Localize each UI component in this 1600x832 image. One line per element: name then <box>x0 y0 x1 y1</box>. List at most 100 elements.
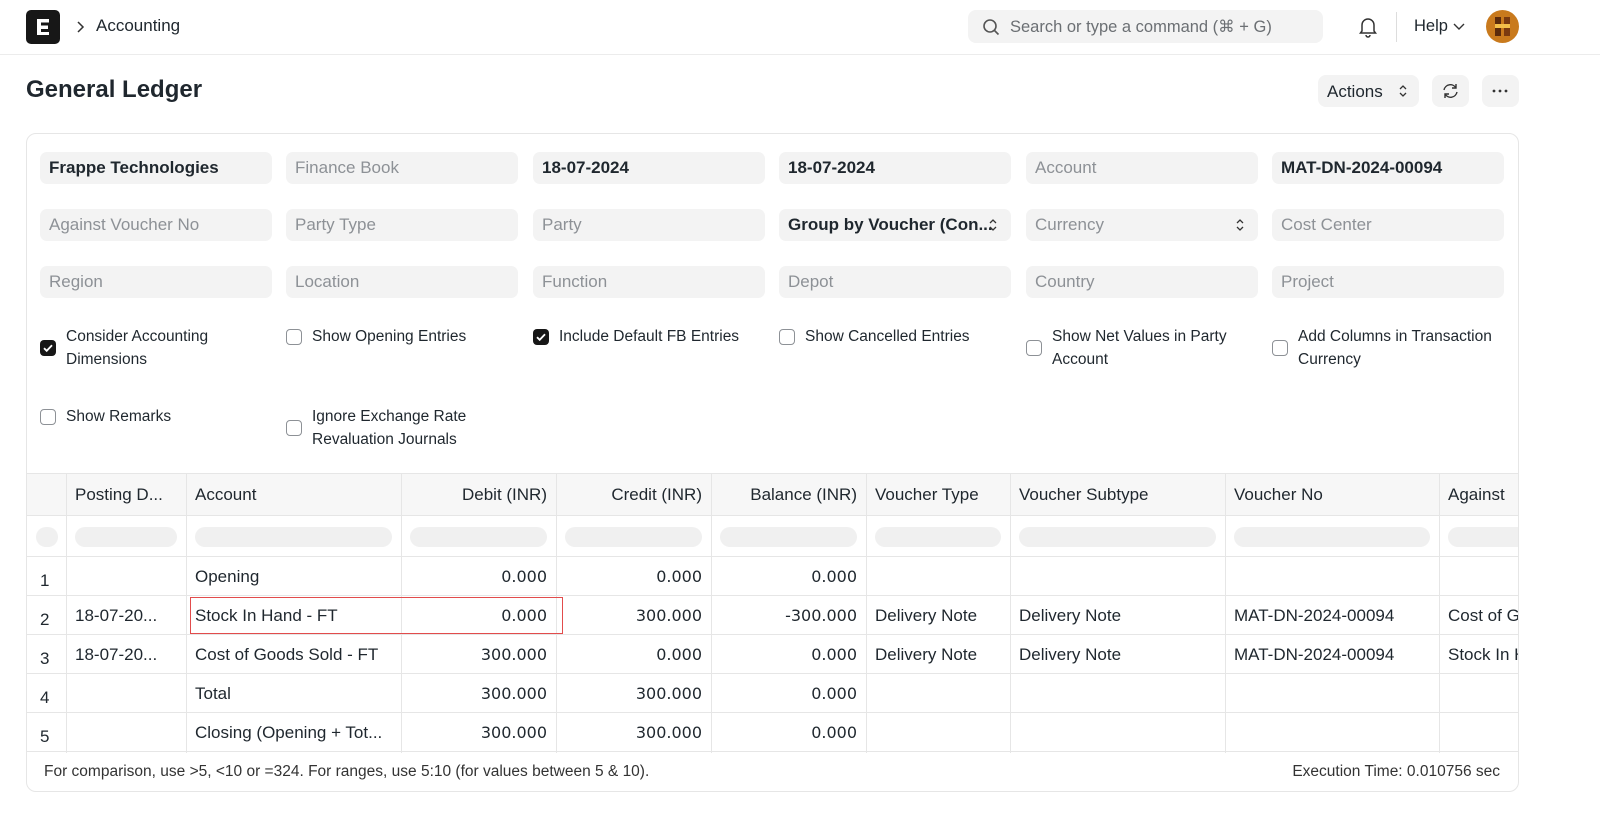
table-cell[interactable]: MAT-DN-2024-00094 <box>1234 645 1395 664</box>
actions-button[interactable] <box>1318 75 1419 107</box>
filter-input[interactable]: Currency <box>1026 209 1258 241</box>
filter-row <box>27 516 1518 557</box>
column-header[interactable]: Balance (INR) <box>750 485 857 504</box>
table-cell[interactable]: 300.000 <box>635 723 702 742</box>
table-cell[interactable]: Cost of Goods Sold - FT <box>195 645 379 664</box>
footer-hint: For comparison, use >5, <10 or =324. For… <box>44 763 650 780</box>
filter-input[interactable]: Party Type <box>286 209 518 241</box>
filter-input[interactable]: Project <box>1272 266 1504 298</box>
checkbox-label[interactable]: Show Remarks <box>66 408 172 425</box>
checkbox[interactable] <box>779 328 795 345</box>
filter-input[interactable]: Depot <box>779 266 1011 298</box>
help-menu[interactable]: Help <box>1414 17 1448 35</box>
table-cell[interactable]: Delivery Note <box>1019 606 1122 625</box>
checkbox-label[interactable]: Ignore Exchange Rate Revaluation Journal… <box>312 408 467 448</box>
checkbox-label[interactable]: Show Cancelled Entries <box>805 328 970 345</box>
filter-input[interactable]: Region <box>40 266 272 298</box>
column-header[interactable]: Debit (INR) <box>461 485 547 504</box>
filter-input[interactable]: Finance Book <box>286 152 518 184</box>
table-cell[interactable]: Closing (Opening + Tot... <box>195 723 383 742</box>
filter-input[interactable]: Function <box>533 266 765 298</box>
filter-input[interactable]: 18-07-2024 <box>779 152 1011 184</box>
checkbox[interactable] <box>40 408 56 425</box>
column-filter[interactable] <box>565 527 702 547</box>
page-title: General Ledger <box>26 76 203 103</box>
filter-input[interactable]: Account <box>1026 152 1258 184</box>
breadcrumb[interactable]: Accounting <box>96 16 181 35</box>
table-cell[interactable]: 0.000 <box>656 645 702 664</box>
table-header <box>27 473 1518 516</box>
row-number: 3 <box>40 649 50 668</box>
filter-input[interactable]: Frappe Technologies <box>40 152 272 184</box>
column-divider <box>401 473 402 753</box>
filter-input[interactable]: Against Voucher No <box>40 209 272 241</box>
table-cell[interactable]: 0.000 <box>811 684 857 703</box>
filter-input[interactable]: Cost Center <box>1272 209 1504 241</box>
table-cell[interactable]: Cost of Goods Sold - FT <box>1448 606 1518 625</box>
checkbox-label[interactable]: Show Opening Entries <box>312 328 467 345</box>
table-cell[interactable]: MAT-DN-2024-00094 <box>1234 606 1395 625</box>
column-filter[interactable] <box>720 527 857 547</box>
table-cell[interactable]: 300.000 <box>635 684 702 703</box>
table-cell[interactable]: 300.000 <box>480 684 547 703</box>
avatar[interactable] <box>1486 10 1519 43</box>
checkbox[interactable] <box>40 340 56 356</box>
column-divider <box>556 473 557 753</box>
notification-bell[interactable] <box>1358 16 1378 38</box>
checkbox[interactable] <box>286 420 302 436</box>
column-filter[interactable] <box>1234 527 1430 547</box>
column-filter[interactable] <box>1019 527 1216 547</box>
table-cell[interactable]: 0.000 <box>501 606 547 625</box>
select-caret <box>1236 219 1244 231</box>
table-cell[interactable]: 0.000 <box>656 567 702 586</box>
table-cell[interactable]: Opening <box>195 567 260 586</box>
table-cell[interactable]: 0.000 <box>811 723 857 742</box>
table-cell[interactable]: 0.000 <box>811 567 857 586</box>
checkbox-label[interactable]: Show Net Values in Party Account <box>1052 328 1227 368</box>
column-filter[interactable] <box>410 527 547 547</box>
table-cell[interactable]: 300.000 <box>480 645 547 664</box>
table-cell[interactable]: Delivery Note <box>1019 645 1122 664</box>
column-header[interactable]: Voucher Type <box>875 485 979 504</box>
filter-input[interactable]: Party <box>533 209 765 241</box>
checkbox-label[interactable]: Add Columns in Transaction Currency <box>1298 328 1492 368</box>
filter-input[interactable]: 18-07-2024 <box>533 152 765 184</box>
filter-input[interactable]: Location <box>286 266 518 298</box>
column-header[interactable]: Posting D... <box>75 485 163 504</box>
column-header[interactable]: Voucher Subtype <box>1019 485 1149 504</box>
column-header[interactable]: Against <box>1448 485 1505 504</box>
column-filter[interactable] <box>195 527 392 547</box>
filter-input[interactable]: MAT-DN-2024-00094 <box>1272 152 1504 184</box>
column-header[interactable]: Account <box>195 485 257 504</box>
search-box[interactable] <box>968 10 1323 43</box>
column-filter[interactable] <box>75 527 177 547</box>
checkbox[interactable] <box>286 328 302 345</box>
table-cell[interactable]: 300.000 <box>480 723 547 742</box>
table-cell[interactable]: Total <box>195 684 231 703</box>
table-cell[interactable]: Delivery Note <box>875 645 978 664</box>
checkbox-label[interactable]: Include Default FB Entries <box>559 328 740 345</box>
column-filter[interactable] <box>1448 527 1518 547</box>
table-cell[interactable]: 18-07-20... <box>75 645 158 664</box>
table-cell[interactable]: -300.000 <box>785 606 857 625</box>
app-logo[interactable] <box>26 10 60 44</box>
checkbox[interactable] <box>1026 340 1042 356</box>
table-cell[interactable]: 300.000 <box>635 606 702 625</box>
table-cell[interactable]: 0.000 <box>811 645 857 664</box>
column-header[interactable]: Credit (INR) <box>611 485 702 504</box>
table-cell[interactable]: 0.000 <box>501 567 547 586</box>
refresh-button[interactable] <box>1432 75 1469 107</box>
table-cell[interactable]: Delivery Note <box>875 606 978 625</box>
table-cell[interactable]: 18-07-20... <box>75 606 158 625</box>
table-cell[interactable]: Stock In Hand - FT <box>195 606 338 625</box>
checkbox-label[interactable]: Consider Accounting Dimensions <box>66 328 209 368</box>
filter-input[interactable]: Country <box>1026 266 1258 298</box>
column-header[interactable]: Voucher No <box>1234 485 1323 504</box>
checkbox[interactable] <box>1272 340 1288 356</box>
filter-input[interactable]: Group by Voucher (Con... <box>779 209 1011 241</box>
table-cell[interactable]: Stock In Hand - FT <box>1448 645 1518 664</box>
checkbox[interactable] <box>533 328 549 345</box>
column-filter[interactable] <box>875 527 1001 547</box>
breadcrumb-chevron <box>77 21 85 33</box>
execution-time: Execution Time: 0.010756 sec <box>1292 763 1500 780</box>
